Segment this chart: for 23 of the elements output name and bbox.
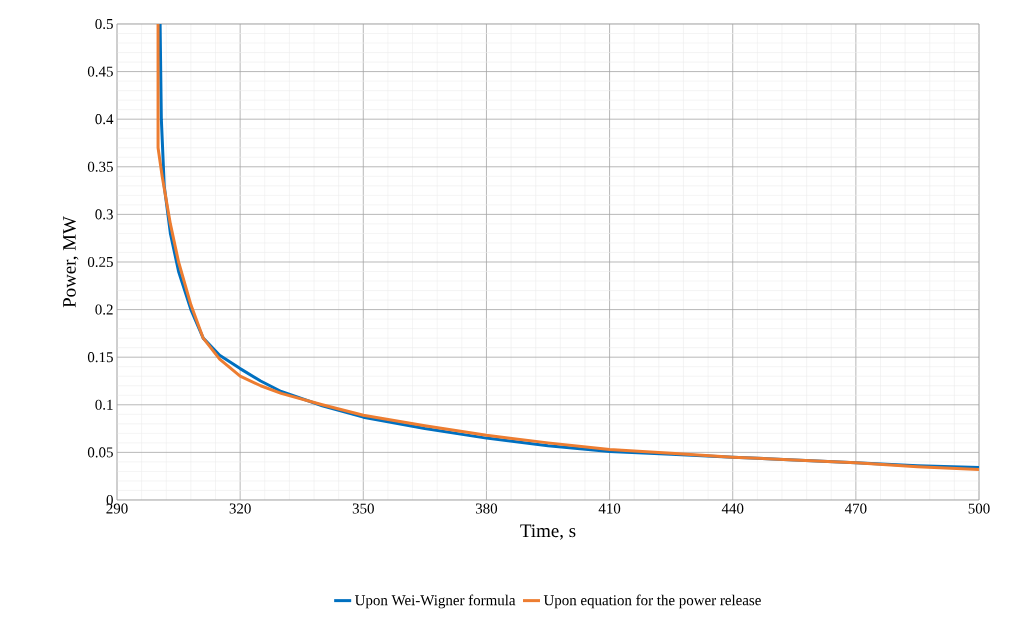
y-tick-label: 0.15 xyxy=(87,352,113,363)
x-tick-label: 470 xyxy=(844,503,867,514)
x-tick-label: 320 xyxy=(229,503,251,514)
y-tick-label: 0.45 xyxy=(87,66,113,77)
legend-label: Upon Wei-Wigner formula xyxy=(354,594,516,609)
legend-label: Upon equation for the power release xyxy=(543,594,761,609)
y-tick-label: 0.4 xyxy=(95,114,114,125)
y-tick-label: 0.3 xyxy=(95,209,113,220)
x-tick-label: 440 xyxy=(721,503,744,514)
x-axis-title: Time, s xyxy=(520,524,576,540)
x-tick-label: 410 xyxy=(598,503,621,514)
x-tick-label: 380 xyxy=(475,503,498,514)
y-tick-label: 0.25 xyxy=(87,256,113,268)
y-tick-label: 0.2 xyxy=(95,304,113,315)
x-tick-label: 500 xyxy=(968,503,990,514)
y-tick-label: 0.05 xyxy=(87,447,113,458)
y-tick-label: 0.35 xyxy=(87,161,113,172)
x-tick-label: 290 xyxy=(106,503,128,514)
y-axis-title: Power, MW xyxy=(63,216,79,308)
y-tick-label: 0.5 xyxy=(95,18,113,30)
x-tick-label: 350 xyxy=(352,503,374,514)
y-tick-label: 0 xyxy=(106,494,113,506)
y-tick-label: 0.1 xyxy=(95,399,113,410)
